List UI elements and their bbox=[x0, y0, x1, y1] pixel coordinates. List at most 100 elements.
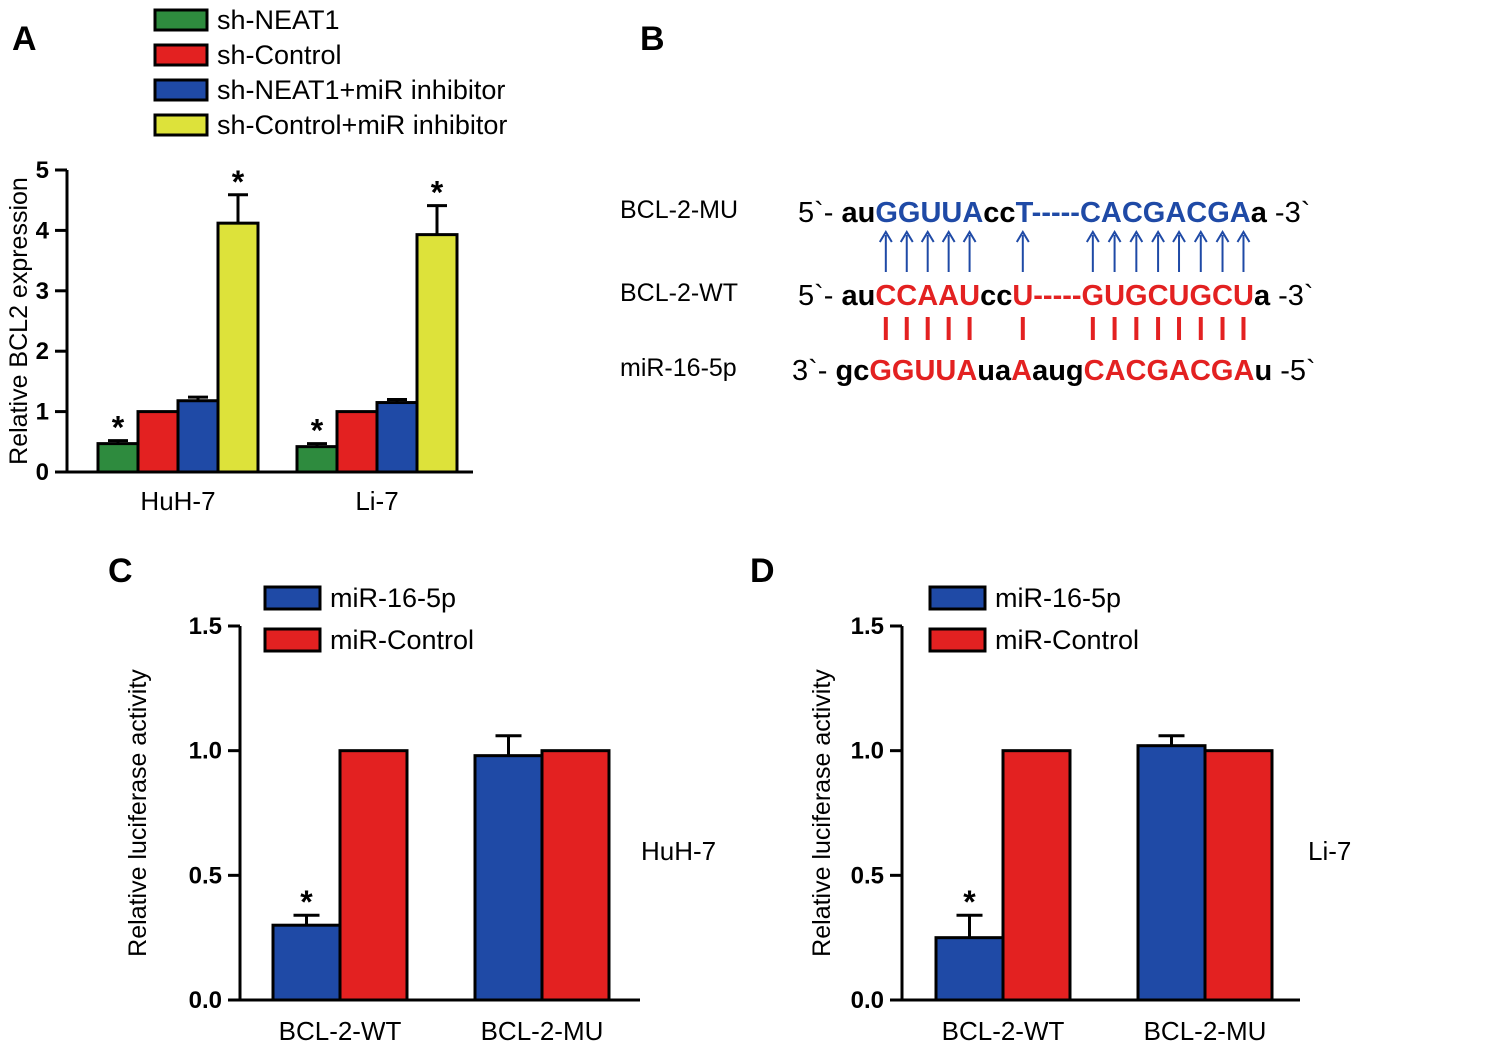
legend-swatch bbox=[153, 8, 209, 32]
y-tick-label: 3 bbox=[36, 278, 49, 305]
sequence-line: 5`- auCCAAUccU-----GUGCUGCUa -3` bbox=[798, 280, 1314, 312]
mutation-arrowhead bbox=[920, 230, 935, 243]
x-category-label: BCL-2-MU bbox=[1144, 1016, 1267, 1046]
panel-b-sequence-alignment: B BCL-2-MU 5`- auGGUUAccT-----CACGACGAa -… bbox=[620, 20, 1316, 387]
sequence-segment: U-----GUGCUGCU bbox=[1012, 280, 1254, 312]
y-axis-title: Relative luciferase activity bbox=[124, 669, 152, 957]
legend-swatch bbox=[928, 627, 987, 653]
bar bbox=[335, 410, 379, 474]
y-tick-label: 0.0 bbox=[851, 987, 884, 1014]
significance-star: * bbox=[431, 175, 444, 211]
legend-label: sh-NEAT1+miR inhibitor bbox=[217, 75, 505, 105]
cell-line-label: HuH-7 bbox=[641, 836, 716, 866]
sequence-segment: a bbox=[1251, 197, 1268, 229]
mutation-arrowhead bbox=[1107, 230, 1122, 243]
legend-label: miR-16-5p bbox=[995, 583, 1121, 613]
bar bbox=[1203, 749, 1274, 1002]
y-axis-title: Relative BCL2 expression bbox=[5, 177, 33, 465]
sequence-segment: aug bbox=[1032, 355, 1084, 387]
sequence-segment: -3` bbox=[1267, 197, 1311, 229]
sequence-segment: 5`- bbox=[798, 280, 842, 312]
bar bbox=[1001, 749, 1072, 1002]
legend-swatch bbox=[928, 585, 987, 611]
panel-c-letter: C bbox=[108, 552, 133, 590]
sequence-segment: a bbox=[1254, 280, 1271, 312]
y-tick-label: 0 bbox=[36, 459, 49, 486]
sequence-segment: au bbox=[842, 280, 876, 312]
bar bbox=[415, 233, 459, 474]
significance-star: * bbox=[112, 410, 125, 446]
legend-label: miR-Control bbox=[330, 625, 474, 655]
sequence-name: BCL-2-MU bbox=[620, 196, 738, 224]
sequence-segment: 5`- bbox=[798, 197, 842, 229]
x-category-label: BCL-2-WT bbox=[942, 1016, 1065, 1046]
bar bbox=[540, 749, 611, 1002]
legend-swatch bbox=[153, 78, 209, 102]
bar bbox=[375, 401, 419, 474]
legend-swatch bbox=[263, 585, 322, 611]
y-tick-label: 1.0 bbox=[189, 738, 222, 765]
legend-label: sh-NEAT1 bbox=[217, 5, 340, 35]
sequence-segment: au bbox=[842, 197, 876, 229]
sequence-segment: gc bbox=[836, 355, 870, 387]
bar bbox=[271, 923, 342, 1002]
sequence-segment: -3` bbox=[1270, 280, 1314, 312]
sequence-line: 5`- auGGUUAccT-----CACGACGAa -3` bbox=[798, 197, 1310, 229]
sequence-segment: GGUUA bbox=[869, 355, 977, 387]
bar bbox=[216, 221, 260, 474]
sequence-segment: T-----CACGACGA bbox=[1016, 197, 1251, 229]
y-tick-label: 1.5 bbox=[851, 613, 884, 640]
sequence-segment: -5` bbox=[1272, 355, 1316, 387]
y-tick-label: 1.5 bbox=[189, 613, 222, 640]
sequence-segment: cc bbox=[983, 197, 1015, 229]
y-tick-label: 1 bbox=[36, 399, 49, 426]
significance-star: * bbox=[232, 164, 245, 200]
x-category-label: Li-7 bbox=[355, 486, 398, 516]
sequence-line: 3`- gcGGUUAuaAaugCACGACGAu -5` bbox=[792, 355, 1316, 387]
legend-label: sh-Control bbox=[217, 40, 342, 70]
mutation-arrowhead bbox=[1015, 230, 1030, 243]
significance-star: * bbox=[300, 884, 313, 920]
panel-d-chart: 0.0 0.5 1.0 1.5 Relative luciferase activity… bbox=[808, 583, 1351, 1046]
sequence-segment: GGUUA bbox=[875, 197, 983, 229]
y-axis-title: Relative luciferase activity bbox=[808, 669, 836, 957]
bar bbox=[1136, 744, 1207, 1002]
bar bbox=[136, 410, 180, 474]
sequence-name: miR-16-5p bbox=[620, 354, 737, 382]
y-tick-label: 0.0 bbox=[189, 987, 222, 1014]
mutation-arrowhead bbox=[1172, 230, 1186, 243]
x-category-label: BCL-2-MU bbox=[481, 1016, 604, 1046]
bar bbox=[934, 936, 1005, 1002]
sequence-segment: A bbox=[1011, 355, 1032, 387]
mutation-arrowhead bbox=[1193, 230, 1208, 243]
x-category-label: BCL-2-WT bbox=[279, 1016, 402, 1046]
y-tick-label: 0.5 bbox=[851, 862, 884, 889]
sequence-segment: 3`- bbox=[792, 355, 836, 387]
significance-star: * bbox=[963, 884, 976, 920]
sequence-segment: cc bbox=[980, 280, 1012, 312]
x-category-label: HuH-7 bbox=[140, 486, 215, 516]
mutation-arrowhead bbox=[1129, 230, 1144, 243]
legend-label: miR-16-5p bbox=[330, 583, 456, 613]
y-tick-label: 0.5 bbox=[189, 862, 222, 889]
mutation-arrowhead bbox=[1085, 230, 1100, 243]
mutation-arrowhead bbox=[1236, 230, 1251, 243]
bar bbox=[338, 749, 409, 1002]
bar bbox=[96, 442, 140, 474]
panel-c-chart: 0.0 0.5 1.0 1.5 Relative luciferase activity… bbox=[124, 583, 716, 1046]
legend-swatch bbox=[263, 627, 322, 653]
panel-d-letter: D bbox=[750, 552, 775, 590]
mutation-arrowhead bbox=[878, 230, 893, 243]
sequence-segment: ua bbox=[977, 355, 1012, 387]
panel-b-letter: B bbox=[640, 20, 665, 58]
mutation-arrowhead bbox=[941, 230, 956, 243]
bar bbox=[473, 754, 544, 1002]
legend-label: sh-Control+miR inhibitor bbox=[217, 110, 507, 140]
bar bbox=[176, 399, 220, 474]
sequence-segment: u bbox=[1254, 355, 1272, 387]
bar bbox=[295, 445, 339, 474]
cell-line-label: Li-7 bbox=[1308, 836, 1351, 866]
legend-label: miR-Control bbox=[995, 625, 1139, 655]
